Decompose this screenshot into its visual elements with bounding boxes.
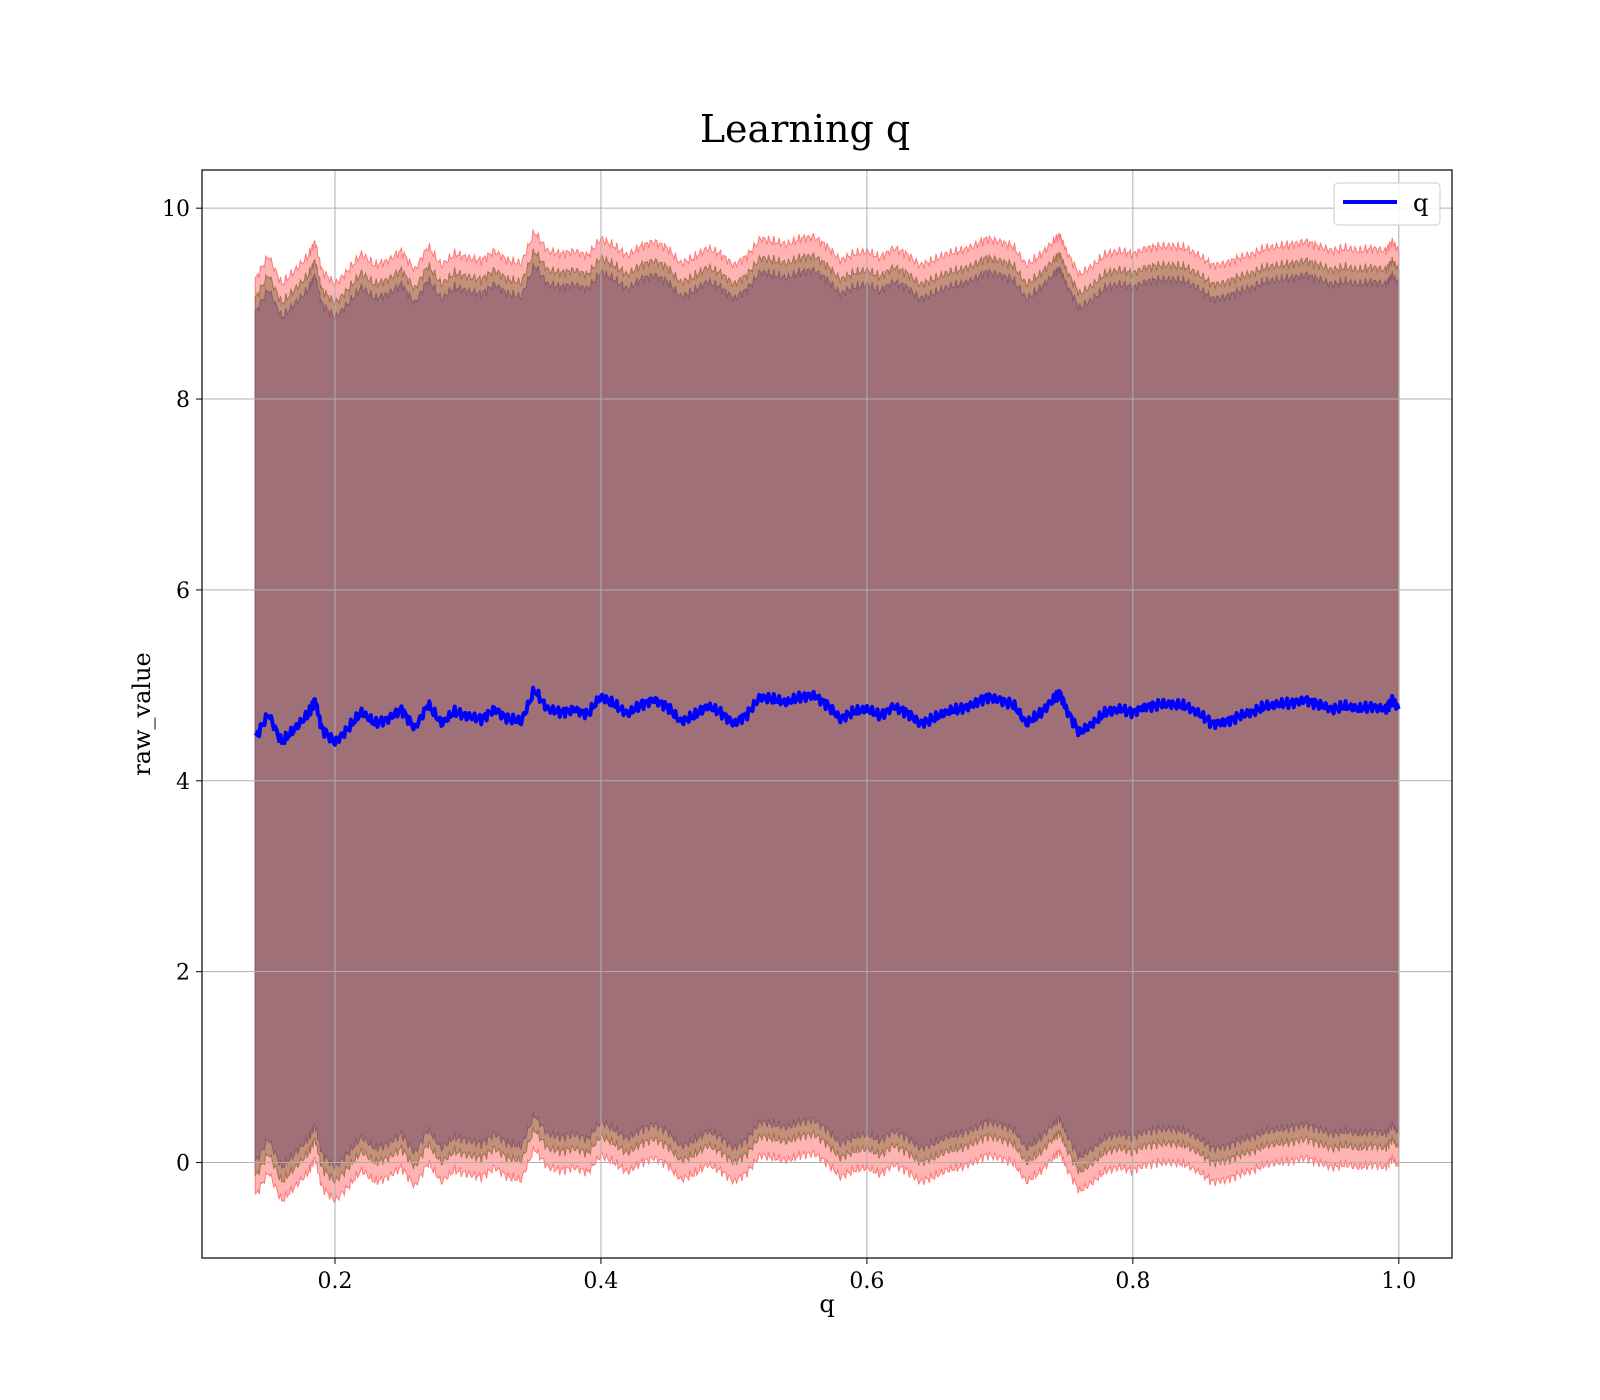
y-tick-label: 10 [162,197,190,222]
y-axis-ticks: 0 2 4 6 8 10 [162,197,202,1177]
x-tick-label: 0.6 [849,1269,884,1294]
y-tick-label: 6 [176,579,190,604]
chart-title: Learning q [700,107,910,151]
plot-frame [201,169,1453,1259]
y-tick-label: 2 [176,961,190,986]
y-axis-label: raw_value [128,652,156,776]
legend-label: q [1413,189,1428,217]
series-layer [253,685,1401,747]
x-axis-ticks: 0.2 0.4 0.6 0.8 1.0 [317,1258,1416,1294]
y-tick-label: 0 [176,1152,190,1177]
x-tick-label: 0.4 [583,1269,618,1294]
series-line-q [253,685,1401,747]
x-tick-label: 0.2 [317,1269,352,1294]
x-tick-label: 1.0 [1381,1269,1416,1294]
x-tick-label: 0.8 [1115,1269,1150,1294]
legend: q [1333,182,1441,226]
y-tick-label: 4 [176,770,190,795]
confidence-bands [254,229,1400,1205]
grid-lines [202,170,1452,1258]
y-tick-label: 8 [176,388,190,413]
x-axis-label: q [819,1290,834,1318]
